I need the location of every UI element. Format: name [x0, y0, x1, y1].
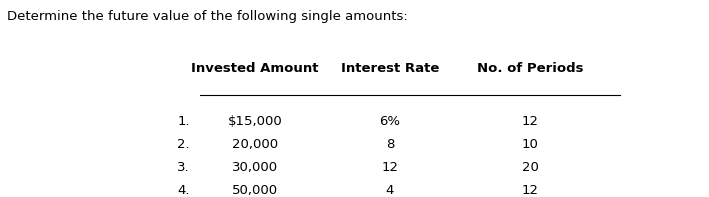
Text: 1.: 1.: [177, 115, 190, 128]
Text: 3.: 3.: [177, 161, 190, 174]
Text: 50,000: 50,000: [232, 184, 278, 197]
Text: Invested Amount: Invested Amount: [191, 62, 319, 75]
Text: 4.: 4.: [177, 184, 190, 197]
Text: $15,000: $15,000: [228, 115, 282, 128]
Text: No. of Periods: No. of Periods: [476, 62, 584, 75]
Text: 12: 12: [522, 184, 539, 197]
Text: 20: 20: [522, 161, 538, 174]
Text: 2.: 2.: [177, 138, 190, 151]
Text: Interest Rate: Interest Rate: [341, 62, 439, 75]
Text: 12: 12: [381, 161, 398, 174]
Text: 4: 4: [386, 184, 394, 197]
Text: 8: 8: [386, 138, 394, 151]
Text: 30,000: 30,000: [232, 161, 278, 174]
Text: 20,000: 20,000: [232, 138, 278, 151]
Text: Determine the future value of the following single amounts:: Determine the future value of the follow…: [7, 10, 408, 23]
Text: 12: 12: [522, 115, 539, 128]
Text: 6%: 6%: [379, 115, 401, 128]
Text: 10: 10: [522, 138, 538, 151]
